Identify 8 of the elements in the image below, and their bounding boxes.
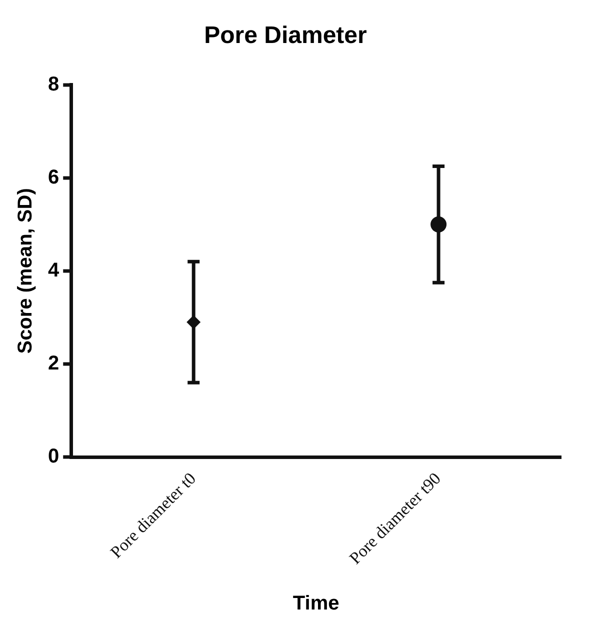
y-tick-label: 4 bbox=[48, 259, 60, 282]
chart-title: Pore Diameter bbox=[204, 22, 367, 50]
y-tick-label: 8 bbox=[48, 73, 60, 96]
y-tick-label: 6 bbox=[48, 166, 60, 188]
y-tick-label: 0 bbox=[48, 446, 60, 468]
y-axis-title: Score (mean, SD) bbox=[14, 188, 37, 354]
y-tick-label: 2 bbox=[48, 352, 60, 375]
x-axis-title: Time bbox=[292, 592, 340, 615]
